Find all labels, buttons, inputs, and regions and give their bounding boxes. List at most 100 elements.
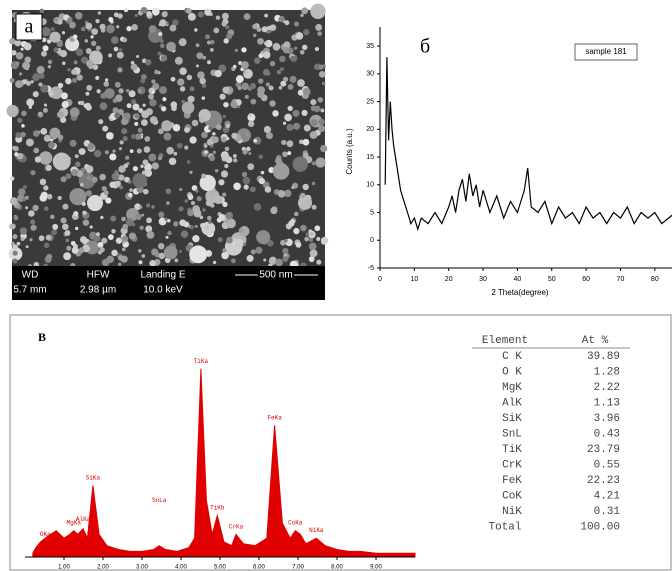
grain [186,74,193,81]
grain [232,154,237,158]
grain [26,98,35,107]
grain [165,188,172,194]
grain [172,124,181,132]
grain [161,11,168,18]
grain [184,127,190,133]
grain [252,23,258,30]
grain [173,221,179,227]
grain [89,50,103,65]
xrd-chart: -5 0 5 10 15 20 25 30 35 0 10 20 30 40 50 60 70 80 2 Theta… [345,27,672,297]
grain [202,55,207,60]
grain [118,147,122,151]
grain [112,98,118,104]
grain [6,104,19,118]
grain [76,74,83,81]
grain [269,100,276,107]
grain [11,241,15,246]
grain [159,86,168,95]
grain [160,54,168,62]
info-value: 2.98 µm [80,285,116,296]
grain [117,262,122,267]
grain [63,252,72,261]
grain [179,249,183,253]
grain [148,93,154,100]
grain [212,260,217,265]
grain [237,86,242,91]
grain [164,217,168,221]
grain [140,78,146,84]
grain [293,46,298,50]
grain [308,256,315,262]
y-tick-label: 35 [366,43,374,50]
grain [157,71,161,75]
grain [73,60,78,65]
grain [177,78,185,86]
grain [284,113,292,122]
grain [272,42,281,51]
grain [134,14,138,18]
grain [243,184,249,190]
grain [14,39,22,47]
grain [138,260,143,265]
grain [46,253,53,260]
grain [97,241,104,248]
grain [262,68,270,76]
grain [138,107,144,114]
grain [65,77,72,85]
grain [209,39,215,45]
y-tick-label: 5 [370,209,374,216]
grain [118,88,124,94]
grain [28,210,35,217]
grain [199,174,216,192]
grain [11,50,17,56]
grain [57,111,64,118]
grain [111,249,118,257]
grain [201,83,207,88]
grain [106,132,114,140]
grain [99,173,106,181]
grain [41,27,51,37]
grain [288,220,295,227]
grain [45,164,52,171]
grain [316,259,322,265]
grain [193,209,202,218]
grain [159,19,167,27]
grain [302,44,308,50]
grain [304,236,309,242]
grain [134,113,140,119]
grain [141,170,146,175]
grain [145,225,153,233]
grain [15,132,22,139]
grain [20,236,25,242]
grain [246,146,251,152]
grain [197,11,205,18]
grain [108,53,113,58]
info-bar-text: WD 5.7 mm HFW 2.98 µm Landing E 10.0 keV [13,270,186,296]
grain [241,47,247,53]
grain [263,258,267,262]
grain [50,138,54,142]
grain [196,196,202,202]
grain [131,222,136,227]
peak-label: TiKa [194,358,209,365]
grain [275,157,282,165]
panel-frame [9,314,672,571]
grain [139,225,144,230]
grain [87,195,104,212]
grain [49,31,61,43]
grain [110,36,119,44]
grain [115,237,123,244]
grain [95,75,100,81]
grain [92,64,99,70]
grain [73,211,79,217]
grain [128,90,136,98]
cell-value: 2.22 [594,382,620,394]
grain [264,13,268,18]
info-key: Landing E [140,270,185,281]
grain [190,201,195,206]
grain [320,144,328,153]
grain [19,72,23,76]
grain [181,101,195,115]
grain [226,137,230,141]
grain [122,136,128,142]
